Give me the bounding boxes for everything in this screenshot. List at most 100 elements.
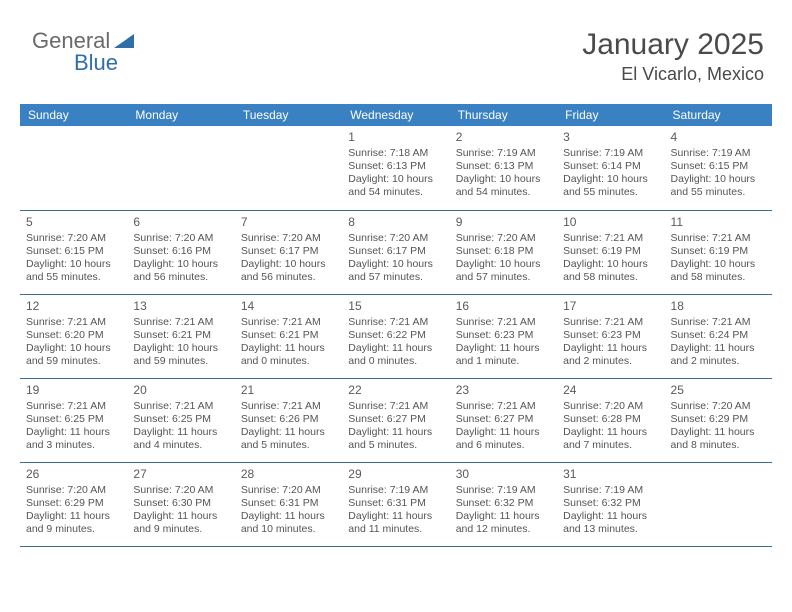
- calendar-cell: 31 Sunrise: 7:19 AMSunset: 6:32 PMDayligh…: [557, 462, 664, 546]
- logo-text-2: Blue: [74, 50, 118, 76]
- calendar-cell: [20, 126, 127, 210]
- calendar-cell: 23 Sunrise: 7:21 AMSunset: 6:27 PMDayligh…: [450, 378, 557, 462]
- calendar-cell: 7Sunrise: 7:20 AMSunset: 6:17 PMDaylight…: [235, 210, 342, 294]
- calendar-cell: [665, 462, 772, 546]
- day-number: 29: [348, 467, 443, 482]
- day-info: Sunrise: 7:21 AMSunset: 6:26 PMDaylight:…: [241, 400, 336, 453]
- day-number: 8: [348, 215, 443, 230]
- day-number: 14: [241, 299, 336, 314]
- day-info: Sunrise: 7:19 AMSunset: 6:14 PMDaylight:…: [563, 147, 658, 200]
- day-number: 15: [348, 299, 443, 314]
- day-info: Sunrise: 7:21 AMSunset: 6:27 PMDaylight:…: [348, 400, 443, 453]
- calendar-cell: 1Sunrise: 7:18 AMSunset: 6:13 PMDaylight…: [342, 126, 449, 210]
- calendar-cell: 3 Sunrise: 7:19 AMSunset: 6:14 PMDaylight…: [557, 126, 664, 210]
- calendar-cell: 2 Sunrise: 7:19 AMSunset: 6:13 PMDaylight…: [450, 126, 557, 210]
- day-number: 27: [133, 467, 228, 482]
- day-info: Sunrise: 7:21 AMSunset: 6:19 PMDaylight:…: [563, 232, 658, 285]
- calendar-row: 12 Sunrise: 7:21 AMSunset: 6:20 PMDayligh…: [20, 294, 772, 378]
- day-info: Sunrise: 7:21 AMSunset: 6:21 PMDaylight:…: [241, 316, 336, 369]
- day-info: Sunrise: 7:20 AMSunset: 6:15 PMDaylight:…: [26, 232, 121, 285]
- day-number: 11: [671, 215, 766, 230]
- calendar-cell: 6 Sunrise: 7:20 AMSunset: 6:16 PMDaylight…: [127, 210, 234, 294]
- day-number: 12: [26, 299, 121, 314]
- calendar-cell: [235, 126, 342, 210]
- day-number: 17: [563, 299, 658, 314]
- calendar-cell: 20 Sunrise: 7:21 AMSunset: 6:25 PMDayligh…: [127, 378, 234, 462]
- day-number: 23: [456, 383, 551, 398]
- day-header: Saturday: [665, 104, 772, 126]
- calendar-cell: 24Sunrise: 7:20 AMSunset: 6:28 PMDayligh…: [557, 378, 664, 462]
- calendar-cell: 28Sunrise: 7:20 AMSunset: 6:31 PMDayligh…: [235, 462, 342, 546]
- day-info: Sunrise: 7:20 AMSunset: 6:17 PMDaylight:…: [348, 232, 443, 285]
- day-header: Monday: [127, 104, 234, 126]
- day-info: Sunrise: 7:21 AMSunset: 6:25 PMDaylight:…: [133, 400, 228, 453]
- calendar-cell: 29 Sunrise: 7:19 AMSunset: 6:31 PMDayligh…: [342, 462, 449, 546]
- calendar-row: 1Sunrise: 7:18 AMSunset: 6:13 PMDaylight…: [20, 126, 772, 210]
- day-info: Sunrise: 7:21 AMSunset: 6:27 PMDaylight:…: [456, 400, 551, 453]
- day-number: 1: [348, 130, 443, 145]
- calendar-cell: 9 Sunrise: 7:20 AMSunset: 6:18 PMDaylight…: [450, 210, 557, 294]
- day-number: 19: [26, 383, 121, 398]
- day-info: Sunrise: 7:19 AMSunset: 6:13 PMDaylight:…: [456, 147, 551, 200]
- day-info: Sunrise: 7:21 AMSunset: 6:19 PMDaylight:…: [671, 232, 766, 285]
- calendar-cell: 27Sunrise: 7:20 AMSunset: 6:30 PMDayligh…: [127, 462, 234, 546]
- page-title: January 2025: [582, 28, 764, 62]
- calendar-cell: 5Sunrise: 7:20 AMSunset: 6:15 PMDaylight…: [20, 210, 127, 294]
- day-number: 21: [241, 383, 336, 398]
- calendar-cell: 10 Sunrise: 7:21 AMSunset: 6:19 PMDayligh…: [557, 210, 664, 294]
- calendar-cell: 21 Sunrise: 7:21 AMSunset: 6:26 PMDayligh…: [235, 378, 342, 462]
- day-info: Sunrise: 7:20 AMSunset: 6:29 PMDaylight:…: [26, 484, 121, 537]
- day-number: 22: [348, 383, 443, 398]
- day-info: Sunrise: 7:20 AMSunset: 6:29 PMDaylight:…: [671, 400, 766, 453]
- day-info: Sunrise: 7:19 AMSunset: 6:32 PMDaylight:…: [456, 484, 551, 537]
- calendar-cell: 8 Sunrise: 7:20 AMSunset: 6:17 PMDaylight…: [342, 210, 449, 294]
- title-block: January 2025 El Vicarlo, Mexico: [582, 28, 764, 85]
- calendar-cell: 11 Sunrise: 7:21 AMSunset: 6:19 PMDayligh…: [665, 210, 772, 294]
- day-info: Sunrise: 7:21 AMSunset: 6:20 PMDaylight:…: [26, 316, 121, 369]
- day-info: Sunrise: 7:20 AMSunset: 6:18 PMDaylight:…: [456, 232, 551, 285]
- day-number: 20: [133, 383, 228, 398]
- calendar-header-row: Sunday Monday Tuesday Wednesday Thursday…: [20, 104, 772, 126]
- day-info: Sunrise: 7:20 AMSunset: 6:16 PMDaylight:…: [133, 232, 228, 285]
- day-header: Tuesday: [235, 104, 342, 126]
- calendar-cell: [127, 126, 234, 210]
- day-number: 31: [563, 467, 658, 482]
- day-info: Sunrise: 7:19 AMSunset: 6:15 PMDaylight:…: [671, 147, 766, 200]
- calendar-cell: 22 Sunrise: 7:21 AMSunset: 6:27 PMDayligh…: [342, 378, 449, 462]
- day-number: 3: [563, 130, 658, 145]
- calendar-row: 19 Sunrise: 7:21 AMSunset: 6:25 PMDayligh…: [20, 378, 772, 462]
- calendar-cell: 15 Sunrise: 7:21 AMSunset: 6:22 PMDayligh…: [342, 294, 449, 378]
- calendar-cell: 26 Sunrise: 7:20 AMSunset: 6:29 PMDayligh…: [20, 462, 127, 546]
- calendar-cell: 14 Sunrise: 7:21 AMSunset: 6:21 PMDayligh…: [235, 294, 342, 378]
- day-number: 4: [671, 130, 766, 145]
- day-info: Sunrise: 7:21 AMSunset: 6:23 PMDaylight:…: [563, 316, 658, 369]
- day-number: 9: [456, 215, 551, 230]
- day-number: 10: [563, 215, 658, 230]
- day-number: 6: [133, 215, 228, 230]
- day-number: 24: [563, 383, 658, 398]
- calendar-cell: 4 Sunrise: 7:19 AMSunset: 6:15 PMDaylight…: [665, 126, 772, 210]
- logo-triangle-icon: [114, 32, 136, 50]
- day-header: Friday: [557, 104, 664, 126]
- day-number: 25: [671, 383, 766, 398]
- day-info: Sunrise: 7:19 AMSunset: 6:31 PMDaylight:…: [348, 484, 443, 537]
- day-number: 26: [26, 467, 121, 482]
- calendar-cell: 12 Sunrise: 7:21 AMSunset: 6:20 PMDayligh…: [20, 294, 127, 378]
- day-number: 2: [456, 130, 551, 145]
- day-header: Thursday: [450, 104, 557, 126]
- day-header: Sunday: [20, 104, 127, 126]
- calendar-row: 26 Sunrise: 7:20 AMSunset: 6:29 PMDayligh…: [20, 462, 772, 546]
- calendar-table: Sunday Monday Tuesday Wednesday Thursday…: [20, 104, 772, 547]
- day-info: Sunrise: 7:21 AMSunset: 6:22 PMDaylight:…: [348, 316, 443, 369]
- day-info: Sunrise: 7:19 AMSunset: 6:32 PMDaylight:…: [563, 484, 658, 537]
- day-info: Sunrise: 7:21 AMSunset: 6:24 PMDaylight:…: [671, 316, 766, 369]
- calendar-cell: 19 Sunrise: 7:21 AMSunset: 6:25 PMDayligh…: [20, 378, 127, 462]
- day-header: Wednesday: [342, 104, 449, 126]
- day-info: Sunrise: 7:20 AMSunset: 6:31 PMDaylight:…: [241, 484, 336, 537]
- day-info: Sunrise: 7:21 AMSunset: 6:25 PMDaylight:…: [26, 400, 121, 453]
- logo: General Blue: [32, 28, 136, 54]
- calendar-row: 5Sunrise: 7:20 AMSunset: 6:15 PMDaylight…: [20, 210, 772, 294]
- calendar-cell: 18Sunrise: 7:21 AMSunset: 6:24 PMDayligh…: [665, 294, 772, 378]
- calendar-body: 1Sunrise: 7:18 AMSunset: 6:13 PMDaylight…: [20, 126, 772, 546]
- day-info: Sunrise: 7:21 AMSunset: 6:21 PMDaylight:…: [133, 316, 228, 369]
